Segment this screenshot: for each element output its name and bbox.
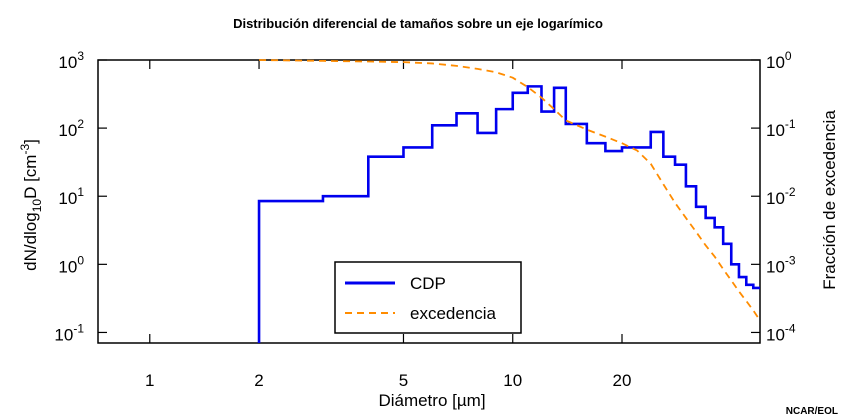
y-tick-label: 103	[58, 49, 84, 72]
y-axis-title-end: ]	[21, 139, 40, 144]
y2-tick-label: 100	[766, 49, 792, 72]
x-axis-title-unit: m]	[467, 391, 486, 410]
chart-title: Distribución diferencial de tamaños sobr…	[233, 16, 603, 31]
x-axis-ticks: 1 2 5 10 20	[145, 60, 631, 390]
y2-tick-label: 10-3	[766, 253, 796, 276]
legend: CDP excedencia	[334, 261, 522, 334]
y-axis-title-sub: 10	[30, 199, 44, 213]
y-axis-title: dN/dlog10D [cm-3]	[18, 139, 44, 271]
plot-frame	[97, 59, 761, 344]
y-tick-label: 100	[58, 253, 84, 276]
plot-area: 1 2 5 10 20 103 102 101 100 10-1 100 10-1 10-2 10-3…	[54, 49, 796, 390]
legend-label-excedencia: excedencia	[410, 304, 497, 323]
y2-axis-title: Fracción de excedencia	[820, 110, 839, 290]
series-CDP	[257, 85, 760, 343]
x-axis-title: Diámetro [µm]	[378, 391, 485, 410]
x-tick-label: 20	[613, 371, 632, 390]
y-axis-title-sup: -3	[18, 144, 32, 155]
x-tick-label: 10	[503, 371, 522, 390]
x-axis-title-mu: µ	[457, 391, 467, 410]
y-axis-ticks: 103 102 101 100 10-1	[54, 49, 107, 344]
x-tick-label: 5	[399, 371, 408, 390]
y2-tick-label: 10-2	[766, 185, 796, 208]
y-tick-label: 10-1	[54, 321, 84, 344]
legend-label-cdp: CDP	[410, 274, 446, 293]
y-axis-title-base: dN/dlog	[21, 212, 40, 271]
y2-tick-label: 10-4	[766, 321, 796, 344]
legend-box	[334, 261, 522, 334]
y-axis-title-mid: D [cm	[21, 155, 40, 199]
y2-axis-ticks: 100 10-1 10-2 10-3 10-4	[751, 49, 796, 344]
credit-label: NCAR/EOL	[786, 406, 838, 417]
series-excedencia	[259, 59, 761, 321]
y-tick-label: 101	[58, 185, 84, 208]
series-line-excedencia	[259, 59, 761, 321]
x-tick-label: 1	[145, 371, 154, 390]
x-tick-label: 2	[254, 371, 263, 390]
y-tick-label: 102	[58, 117, 84, 140]
series-line-cdp	[257, 85, 760, 343]
x-axis-title-part: Diámetro [	[378, 391, 457, 410]
series-layer	[257, 59, 761, 343]
y2-tick-label: 10-1	[766, 117, 796, 140]
